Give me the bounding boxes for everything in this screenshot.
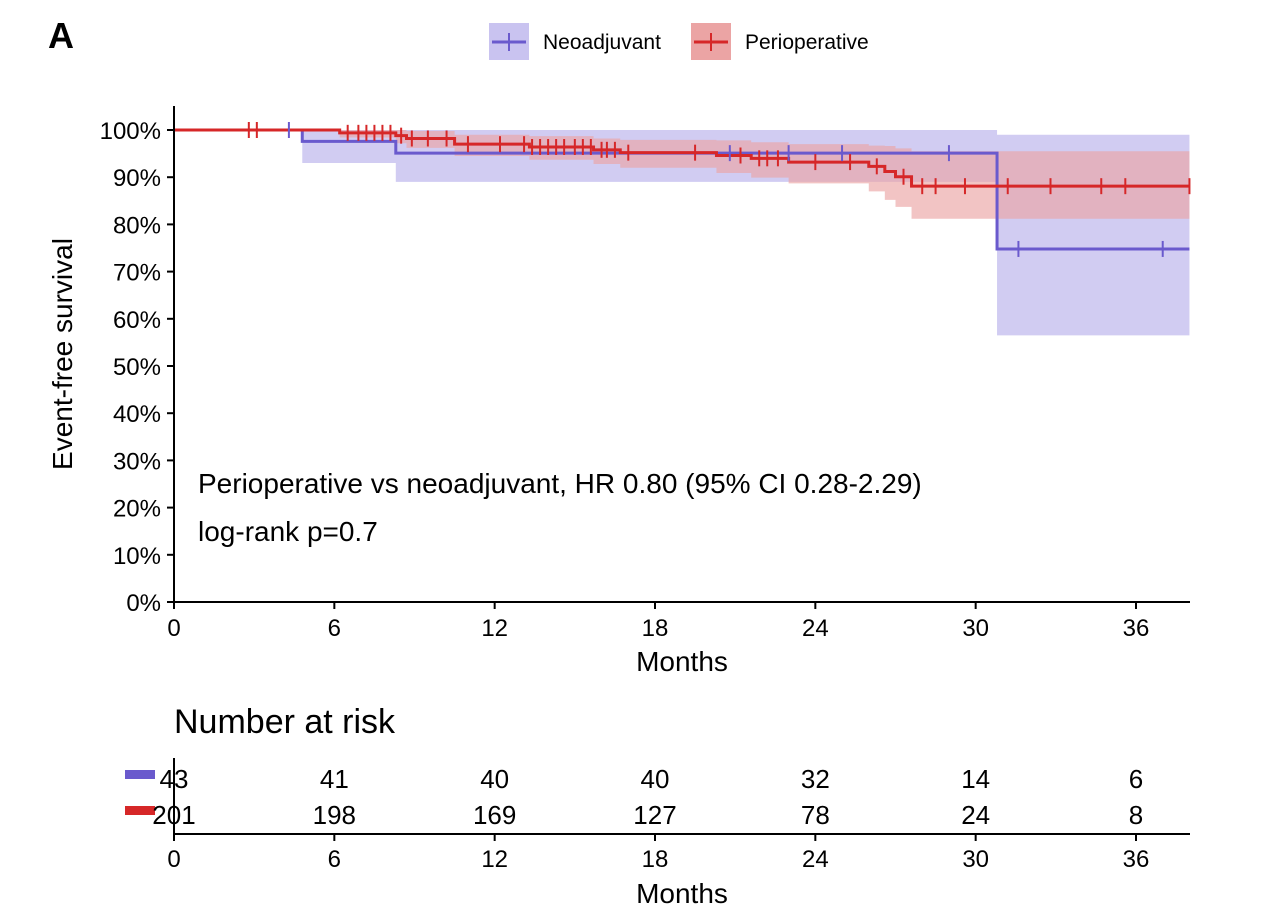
risk-counts: 43 41 40 40 32 14 6 201 198 169 127 78 24 8: [152, 764, 1143, 830]
risk-count-perioperative: 169: [473, 800, 516, 830]
panel-label: A: [48, 15, 74, 56]
x-tick-label: 0: [167, 615, 180, 642]
x-ticks: 0 6 12 18 24 30 36: [167, 602, 1149, 642]
censor-marks: [247, 122, 1191, 257]
y-tick-label: 90%: [113, 165, 161, 192]
y-tick-label: 40%: [113, 401, 161, 428]
survival-curve-neoadjuvant: [174, 128, 1190, 251]
y-tick-label: 30%: [113, 448, 161, 475]
y-tick-label: 50%: [113, 354, 161, 381]
risk-count-neoadjuvant: 41: [320, 764, 349, 794]
y-tick-label: 20%: [113, 496, 161, 523]
legend-neoadjuvant-label: Neoadjuvant: [543, 31, 661, 54]
legend: Neoadjuvant Perioperative: [489, 23, 869, 60]
risk-count-neoadjuvant: 6: [1129, 764, 1143, 794]
confidence-bands: [174, 130, 1190, 336]
risk-x-tick-label: 12: [481, 846, 508, 873]
risk-count-perioperative: 127: [633, 800, 676, 830]
hazard-ratio-annotation: Perioperative vs neoadjuvant, HR 0.80 (9…: [198, 468, 922, 499]
y-ticks: 0% 10% 20% 30% 40% 50% 60% 70% 80% 90% 100%: [100, 118, 174, 617]
risk-count-neoadjuvant: 40: [641, 764, 670, 794]
risk-x-axis-label: Months: [636, 878, 728, 909]
y-tick-label: 10%: [113, 543, 161, 570]
x-tick-label: 24: [802, 615, 829, 642]
x-tick-label: 18: [642, 615, 669, 642]
risk-x-tick-label: 6: [328, 846, 341, 873]
risk-x-tick-label: 30: [962, 846, 989, 873]
risk-table-title: Number at risk: [174, 703, 396, 741]
main-axes: [173, 106, 1190, 603]
risk-x-tick-label: 18: [642, 846, 669, 873]
x-tick-label: 6: [328, 615, 341, 642]
risk-count-perioperative: 24: [961, 800, 990, 830]
survival-curve-perioperative: [174, 128, 1190, 188]
legend-perioperative-label: Perioperative: [745, 31, 869, 54]
risk-row-neoadjuvant-swatch: [125, 770, 155, 779]
risk-x-ticks: 0 6 12 18 24 30 36: [167, 834, 1149, 873]
risk-x-tick-label: 36: [1123, 846, 1150, 873]
risk-x-tick-label: 0: [167, 846, 180, 873]
x-tick-label: 30: [962, 615, 989, 642]
survival-curves: [174, 128, 1190, 251]
y-tick-label: 80%: [113, 212, 161, 239]
risk-row-perioperative-swatch: [125, 806, 155, 815]
risk-count-perioperative: 78: [801, 800, 830, 830]
risk-count-perioperative: 201: [152, 800, 195, 830]
risk-x-tick-label: 24: [802, 846, 829, 873]
y-tick-label: 60%: [113, 307, 161, 334]
risk-count-perioperative: 198: [313, 800, 356, 830]
risk-count-neoadjuvant: 40: [480, 764, 509, 794]
log-rank-annotation: log-rank p=0.7: [198, 516, 378, 547]
y-tick-label: 100%: [100, 118, 161, 145]
risk-count-neoadjuvant: 14: [961, 764, 990, 794]
risk-count-neoadjuvant: 32: [801, 764, 830, 794]
y-tick-label: 70%: [113, 260, 161, 287]
risk-count-perioperative: 8: [1129, 800, 1143, 830]
y-axis-label: Event-free survival: [47, 238, 78, 470]
risk-count-neoadjuvant: 43: [160, 764, 189, 794]
x-tick-label: 12: [481, 615, 508, 642]
x-tick-label: 36: [1123, 615, 1150, 642]
y-tick-label: 0%: [126, 590, 161, 617]
x-axis-label: Months: [636, 646, 728, 677]
